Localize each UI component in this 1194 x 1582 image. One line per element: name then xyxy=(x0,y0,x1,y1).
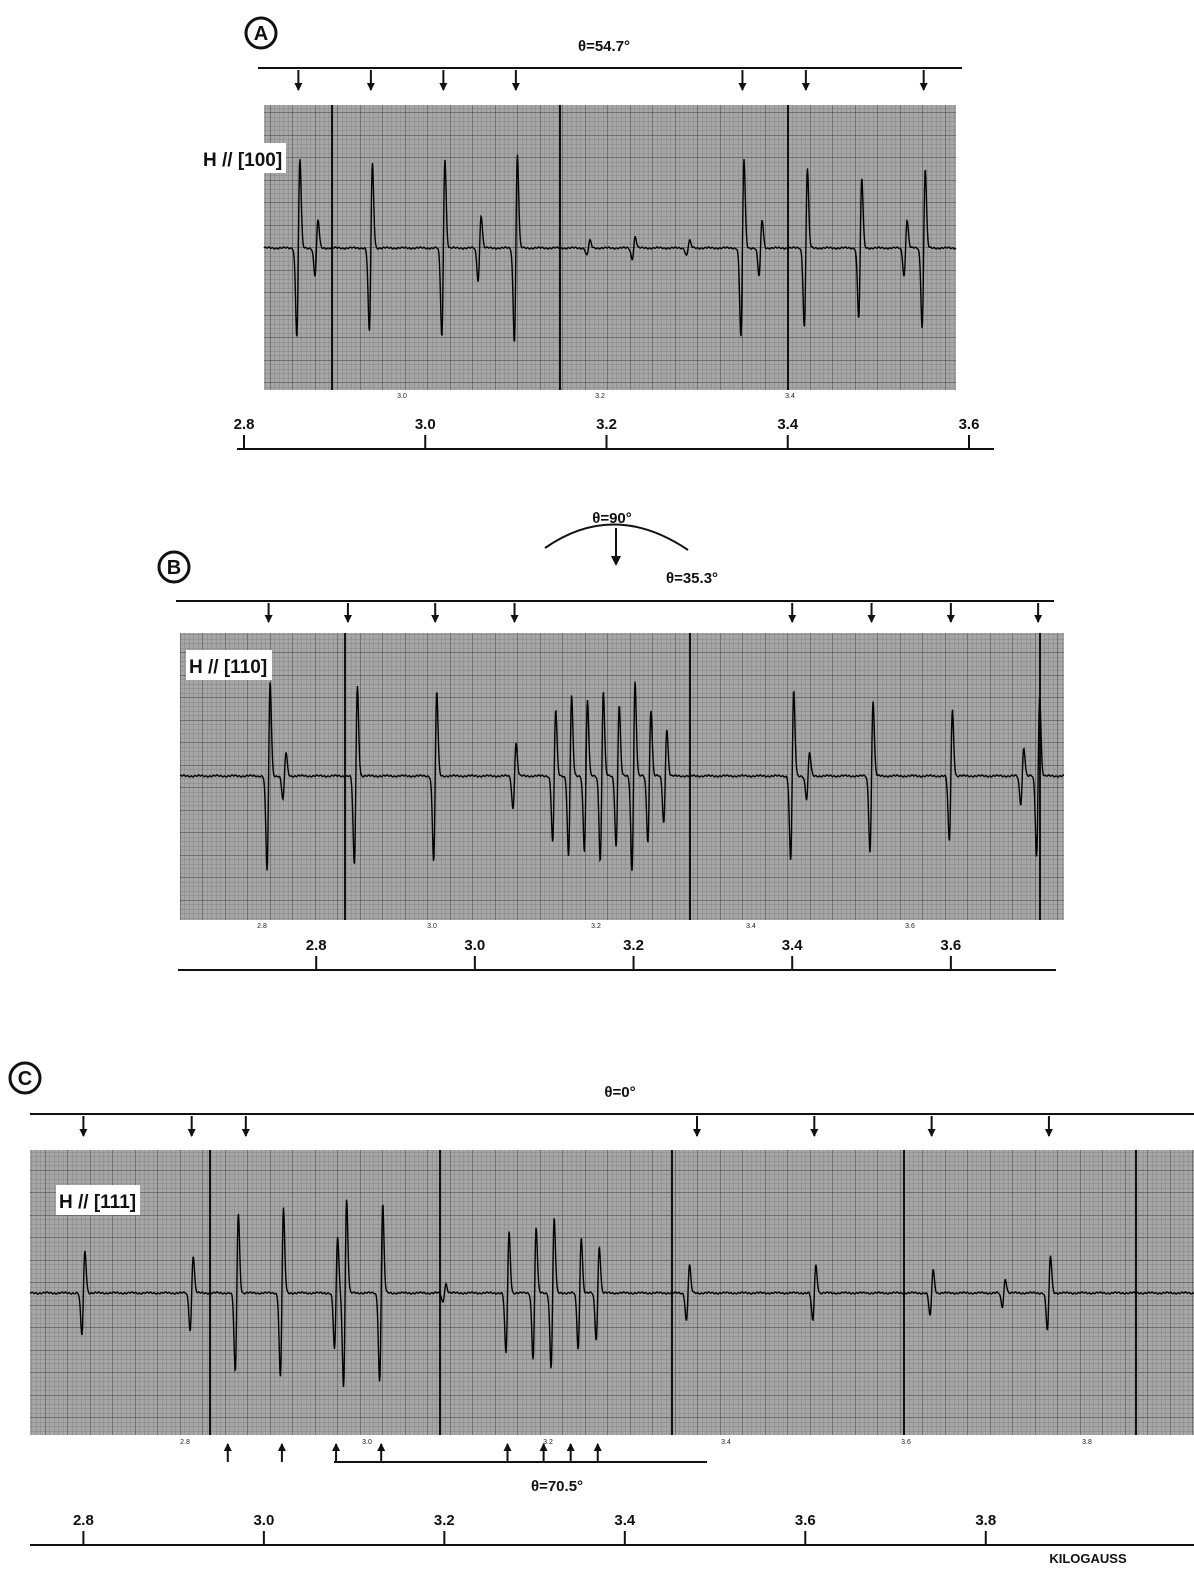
axis-tick-label: 3.4 xyxy=(614,1512,636,1529)
paper-scale-label: 2.8 xyxy=(257,923,267,930)
panel-b-axis-ticks: 2.8 3.0 3.2 3.4 3.6 xyxy=(306,937,961,970)
paper-scale-label: 3.4 xyxy=(721,1439,731,1446)
axis-tick-label: 3.6 xyxy=(795,1512,816,1529)
paper-scale-label: 3.4 xyxy=(785,393,795,400)
axis-tick-label: 3.4 xyxy=(782,937,804,954)
panel-c-axis-ticks: 2.8 3.0 3.2 3.4 3.6 3.8 xyxy=(73,1512,996,1545)
axis-tick-label: 3.0 xyxy=(415,416,436,433)
field-arrow xyxy=(801,70,810,91)
field-arrow xyxy=(738,70,747,91)
axis-tick-label: 2.8 xyxy=(73,1512,94,1529)
bottom-field-arrow xyxy=(593,1443,602,1462)
field-arrow xyxy=(810,1116,819,1137)
axis-tick-label: 2.8 xyxy=(234,416,255,433)
bottom-field-arrow xyxy=(377,1443,386,1462)
bottom-field-arrow xyxy=(566,1443,575,1462)
field-arrow xyxy=(867,603,876,623)
panel-b-angle-label: θ=35.3° xyxy=(666,570,718,587)
field-arrow xyxy=(693,1116,702,1137)
panel-c-orientation: H // [111] xyxy=(59,1192,136,1213)
paper-scale-label: 3.8 xyxy=(1082,1439,1092,1446)
panel-a-spectrum-trace xyxy=(263,154,957,342)
field-arrow xyxy=(946,603,955,623)
panel-c-spectrum-trace xyxy=(29,1199,1194,1388)
panel-b-center-arrowhead xyxy=(611,556,621,566)
panel-b-field-arrows xyxy=(264,603,1043,623)
field-arrow xyxy=(79,1116,88,1137)
paper-scale-label: 3.0 xyxy=(397,393,407,400)
field-arrow xyxy=(431,603,440,623)
axis-tick-label: 3.6 xyxy=(959,416,980,433)
panel-a-orientation: H // [100] xyxy=(203,150,282,171)
panel-b: B θ=90° θ=35.3° 2.8 3.0 3.2 3.4 3.6 H // [11… xyxy=(157,510,1065,971)
field-arrow xyxy=(919,70,928,91)
field-arrow xyxy=(788,603,797,623)
bottom-field-arrow xyxy=(277,1443,286,1462)
panel-c-bottom-arrows xyxy=(223,1443,602,1462)
axis-tick-label: 3.2 xyxy=(434,1512,455,1529)
field-arrow xyxy=(343,603,352,623)
panel-c-angle-label: θ=0° xyxy=(604,1084,635,1101)
axis-tick-label: 2.8 xyxy=(306,937,327,954)
field-arrow xyxy=(927,1116,936,1137)
paper-scale-label: 3.0 xyxy=(362,1439,372,1446)
panel-b-label: B xyxy=(167,557,181,579)
panel-c-paper-scale: 2.8 3.0 3.2 3.4 3.6 3.8 xyxy=(180,1439,1092,1446)
panel-b-orientation: H // [110] xyxy=(189,657,267,678)
paper-scale-label: 2.8 xyxy=(180,1439,190,1446)
axis-tick-label: 3.2 xyxy=(623,937,644,954)
panel-c: C θ=0° 2.8 3.0 3.2 3.4 3.6 3.8 H // [111] θ=7… xyxy=(8,1061,1194,1566)
paper-scale-label: 3.6 xyxy=(901,1439,911,1446)
axis-tick-label: 3.2 xyxy=(596,416,617,433)
field-arrow xyxy=(439,70,448,91)
panel-a: A θ=54.7° 3.0 3.2 3.4 H // [100] 2.8 3.0 3.2… xyxy=(200,16,994,450)
panel-c-x-axis-label: KILOGAUSS xyxy=(1049,1551,1127,1566)
axis-tick-label: 3.0 xyxy=(464,937,485,954)
panel-b-paper-scale: 2.8 3.0 3.2 3.4 3.6 xyxy=(257,923,915,930)
axis-tick-label: 3.6 xyxy=(940,937,961,954)
bottom-field-arrow xyxy=(503,1443,512,1462)
panel-c-label: C xyxy=(18,1068,32,1090)
field-arrow xyxy=(241,1116,250,1137)
bottom-field-arrow xyxy=(539,1443,548,1462)
panel-b-spectrum-trace xyxy=(180,681,1065,871)
field-arrow xyxy=(511,70,520,91)
panel-a-angle-label: θ=54.7° xyxy=(578,38,630,55)
axis-tick-label: 3.4 xyxy=(777,416,799,433)
panel-b-top-angle-label: θ=90° xyxy=(592,510,632,527)
axis-tick-label: 3.0 xyxy=(253,1512,274,1529)
field-arrow xyxy=(187,1116,196,1137)
field-arrow xyxy=(294,70,303,91)
panel-a-paper-scale: 3.0 3.2 3.4 xyxy=(397,393,795,400)
panel-c-circle xyxy=(8,1061,42,1095)
panel-c-field-arrows xyxy=(79,1116,1053,1137)
bottom-field-arrow xyxy=(332,1443,341,1462)
field-arrow xyxy=(1034,603,1043,623)
panel-b-circle xyxy=(157,550,191,584)
bottom-field-arrow xyxy=(223,1443,232,1462)
panel-a-field-arrows xyxy=(294,70,928,91)
paper-scale-label: 3.0 xyxy=(427,923,437,930)
paper-scale-label: 3.6 xyxy=(905,923,915,930)
field-arrow xyxy=(1044,1116,1053,1137)
panel-a-circle xyxy=(244,16,278,50)
paper-scale-label: 3.2 xyxy=(543,1439,553,1446)
axis-tick-label: 3.8 xyxy=(975,1512,996,1529)
paper-scale-label: 3.2 xyxy=(591,923,601,930)
panel-a-axis-ticks: 2.8 3.0 3.2 3.4 3.6 xyxy=(234,416,980,449)
panel-a-label: A xyxy=(254,23,268,45)
panel-b-arc xyxy=(544,523,689,551)
panel-c-bottom-angle-label: θ=70.5° xyxy=(531,1478,583,1495)
field-arrow xyxy=(366,70,375,91)
paper-scale-label: 3.4 xyxy=(746,923,756,930)
paper-scale-label: 3.2 xyxy=(595,393,605,400)
field-arrow xyxy=(264,603,273,623)
field-arrow xyxy=(510,603,519,623)
